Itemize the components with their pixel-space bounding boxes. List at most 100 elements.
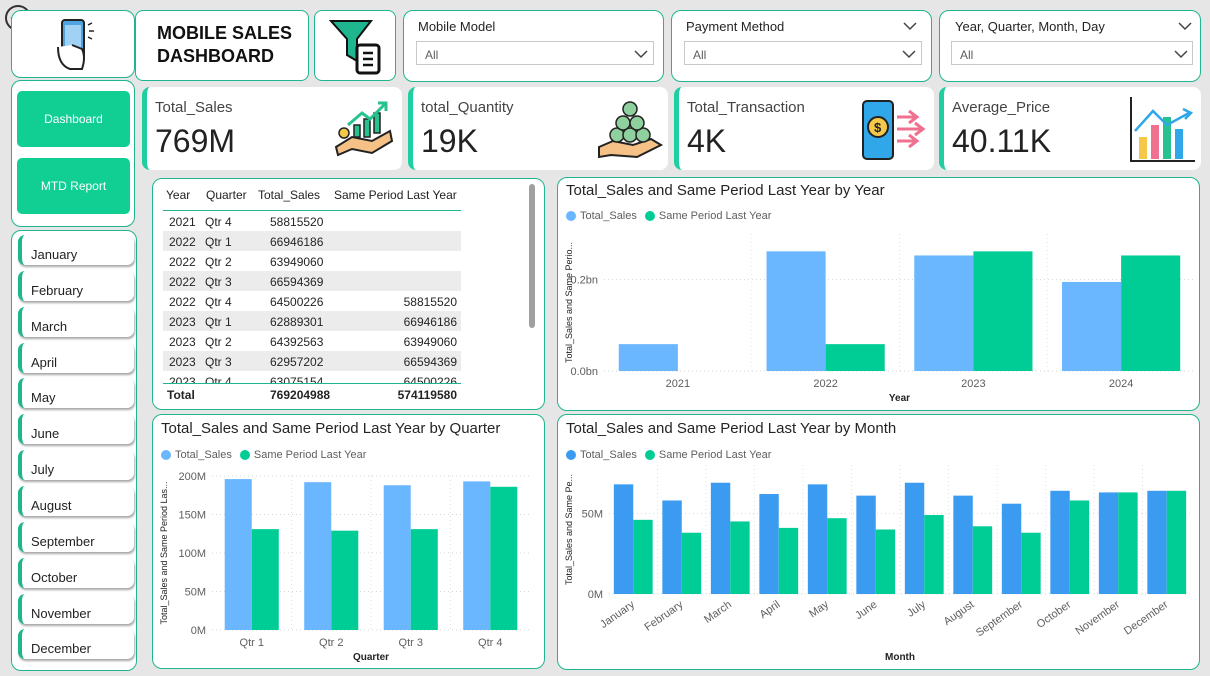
chevron-down-icon[interactable] <box>903 21 917 31</box>
bar-total-sales <box>1062 281 1122 371</box>
table-cell: Qtr 1 <box>205 315 232 329</box>
x-tick-label: Qtr 1 <box>240 637 264 649</box>
month-button-october[interactable]: October <box>18 557 134 588</box>
table-cell: Qtr 1 <box>205 235 232 249</box>
y-tick-label: 0.2bn <box>570 275 598 287</box>
slicer-payment-method[interactable]: Payment Method All <box>671 10 932 82</box>
table-col-header[interactable]: Total_Sales <box>258 188 321 202</box>
bar-total-sales <box>1147 490 1167 594</box>
bar-total-sales <box>463 481 491 630</box>
table-col-header[interactable]: Quarter <box>206 188 247 202</box>
table-row: 2023 Qtr 4 63075154 64500226 <box>163 371 461 383</box>
month-button-april[interactable]: April <box>18 342 134 373</box>
bar-total-sales <box>618 344 678 371</box>
kpi-label: Total_Transaction <box>687 99 805 116</box>
month-button-august[interactable]: August <box>18 485 134 516</box>
bar-same-period-last-year <box>924 514 944 594</box>
y-axis-label: Total_Sales and Same Pe... <box>564 474 574 585</box>
mtd-report-button[interactable]: MTD Report <box>17 158 130 214</box>
chart-title: Total_Sales and Same Period Last Year by… <box>161 420 501 437</box>
table-cell: 2023 <box>169 335 196 349</box>
bar-total-sales <box>914 255 974 371</box>
table-row: 2022 Qtr 2 63949060 <box>163 251 461 271</box>
table-scrollbar[interactable] <box>529 184 535 328</box>
bar-same-period-last-year <box>972 526 993 594</box>
x-tick-label: November <box>1074 598 1123 637</box>
table-col-header[interactable]: Year <box>166 188 191 202</box>
chart-legend: Total_Sales Same Period Last Year <box>161 449 366 461</box>
kpi-total-sales: Total_Sales 769M <box>142 87 402 170</box>
month-button-january[interactable]: January <box>18 235 134 265</box>
chevron-down-icon[interactable] <box>1178 21 1192 31</box>
x-tick-label: September <box>974 598 1025 639</box>
month-button-july[interactable]: July <box>18 450 134 481</box>
x-tick-label: Qtr 3 <box>399 637 423 649</box>
bar-same-period-last-year <box>490 486 518 630</box>
bar-same-period-last-year <box>1069 500 1090 594</box>
y-axis-label: Total_Sales and Same Perio... <box>564 242 574 363</box>
header-divider <box>163 210 461 211</box>
x-tick-label: 2022 <box>813 378 837 390</box>
mobile-model-dropdown[interactable]: All <box>416 41 654 65</box>
month-button-december[interactable]: December <box>18 629 134 660</box>
logo-card <box>11 10 135 78</box>
table-col-header[interactable]: Same Period Last Year <box>334 188 457 202</box>
table-cell: 2023 <box>169 375 196 383</box>
x-tick-label: Qtr 2 <box>319 637 343 649</box>
slicer-mobile-model[interactable]: Mobile Model All <box>403 10 664 82</box>
mobile-phone-icon <box>57 19 94 70</box>
x-tick-label: May <box>807 598 831 620</box>
bar-same-period-last-year <box>633 519 653 594</box>
y-tick-label: 0M <box>191 625 206 637</box>
chevron-down-icon <box>634 50 648 59</box>
slicer-date-hierarchy[interactable]: Year, Quarter, Month, Day All <box>939 10 1201 82</box>
y-tick-label: 50M <box>582 508 603 520</box>
bar-same-period-last-year <box>1166 490 1187 594</box>
month-button-may[interactable]: May <box>18 378 134 409</box>
chart-title: Total_Sales and Same Period Last Year by… <box>566 182 885 199</box>
table-row: 2022 Qtr 4 64500226 58815520 <box>163 291 461 311</box>
x-tick-label: 2021 <box>666 378 690 390</box>
filter-button[interactable] <box>314 10 396 81</box>
table-cell: 62957202 <box>270 355 324 369</box>
bar-same-period-last-year <box>875 529 896 594</box>
table-cell: Qtr 4 <box>205 375 232 383</box>
table-cell: 62889301 <box>270 315 324 329</box>
sales-table-card <box>152 178 545 410</box>
bar-same-period-last-year <box>973 251 1033 371</box>
date-hierarchy-dropdown[interactable]: All <box>951 41 1193 65</box>
y-tick-label: 0M <box>588 589 603 601</box>
table-cell: Qtr 4 <box>205 295 232 309</box>
payment-method-dropdown[interactable]: All <box>684 41 922 65</box>
bar-total-sales <box>759 494 779 594</box>
month-button-june[interactable]: June <box>18 414 134 445</box>
table-cell: 63949060 <box>270 255 324 269</box>
x-tick-label: April <box>758 599 783 621</box>
slicer-title: Mobile Model <box>418 19 496 34</box>
bar-total-sales <box>613 484 634 594</box>
bar-total-sales <box>304 482 332 630</box>
table-row: 2023 Qtr 3 62957202 66594369 <box>163 351 461 371</box>
kpi-value: 769M <box>155 123 236 159</box>
table-cell: 66594369 <box>270 275 324 289</box>
bar-same-period-last-year <box>251 529 279 630</box>
kpi-average-price: Average_Price 40.11K <box>939 87 1201 170</box>
x-tick-label: 2023 <box>961 378 985 390</box>
x-tick-label: Qtr 4 <box>478 637 502 649</box>
table-cell: 64500226 <box>270 295 324 309</box>
chart-legend: Total_Sales Same Period Last Year <box>566 210 771 222</box>
dashboard-button[interactable]: Dashboard <box>17 91 130 147</box>
kpi-total-quantity: total_Quantity 19K <box>408 87 668 170</box>
month-button-november[interactable]: November <box>18 593 134 624</box>
x-tick-label: March <box>702 599 734 626</box>
bar-same-period-last-year <box>1118 492 1138 594</box>
table-cell: 66946186 <box>270 235 324 249</box>
month-button-february[interactable]: February <box>18 270 134 301</box>
month-button-march[interactable]: March <box>18 306 134 337</box>
phone-payment-icon: $ <box>862 100 926 160</box>
x-tick-label: July <box>905 598 928 619</box>
month-button-september[interactable]: September <box>18 521 134 552</box>
table-row: 2023 Qtr 2 64392563 63949060 <box>163 331 461 351</box>
table-cell: 2022 <box>169 235 196 249</box>
bar-same-period-last-year <box>778 527 799 594</box>
